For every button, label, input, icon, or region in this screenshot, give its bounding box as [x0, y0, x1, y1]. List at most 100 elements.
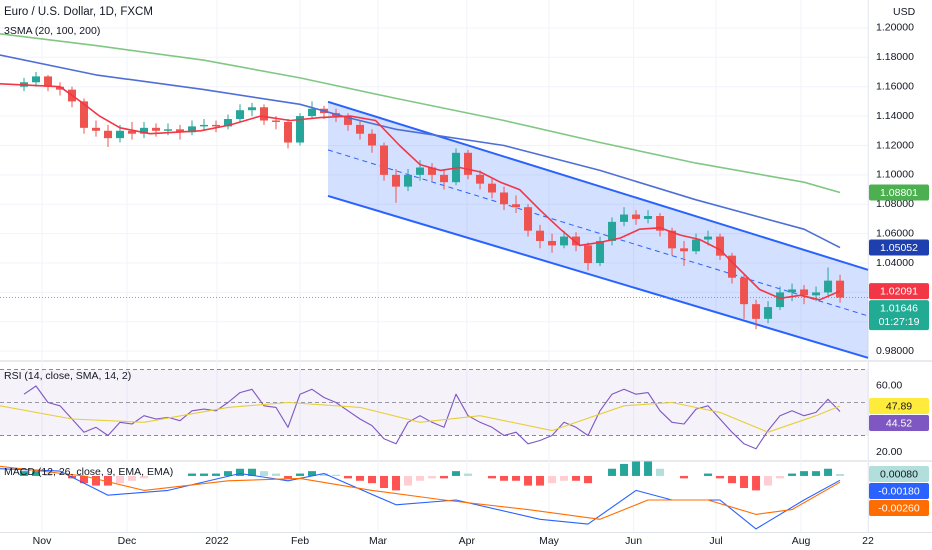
candle-body	[488, 183, 497, 193]
channel-lower	[327, 194, 869, 359]
candle-body	[236, 110, 245, 120]
histogram-bar	[44, 473, 53, 476]
channel-upper	[327, 100, 869, 271]
histogram-bar	[584, 475, 593, 484]
candle-body	[44, 76, 53, 87]
y-tick-label: 1.06000	[876, 227, 914, 239]
histogram-bar	[380, 475, 389, 488]
price-badge	[869, 184, 929, 201]
candle-body	[224, 119, 233, 127]
y-tick-label: 1.04000	[876, 257, 914, 269]
candle-body	[392, 174, 401, 187]
candle-body	[476, 174, 485, 184]
price-badge	[869, 283, 929, 300]
candle-body	[596, 240, 605, 264]
x-tick-label: Jun	[625, 535, 642, 547]
histogram-bar	[452, 471, 461, 476]
candle-body	[308, 108, 317, 117]
histogram-bar	[704, 473, 713, 476]
candle-body	[584, 245, 593, 264]
histogram-bar	[80, 475, 89, 484]
candle-body	[800, 289, 809, 296]
price-badge-label: -0.00180	[878, 485, 920, 497]
x-tick-label: Nov	[33, 535, 52, 547]
price-badge	[869, 466, 929, 483]
y-tick-label: 1.16000	[876, 80, 914, 92]
candle-body	[344, 116, 353, 125]
candle-body	[428, 167, 437, 175]
price-badge-label: 47.89	[886, 400, 912, 412]
price-badge	[869, 239, 929, 256]
indicator-line	[0, 465, 841, 520]
candle-body	[656, 216, 665, 231]
pane-title: Euro / U.S. Dollar, 1D, FXCM	[4, 6, 153, 18]
candle-body	[812, 292, 821, 296]
pane-title: RSI (14, close, SMA, 14, 2)	[4, 370, 131, 382]
histogram-bar	[776, 475, 785, 479]
histogram-bar	[212, 473, 221, 476]
histogram-bar	[512, 475, 521, 481]
price-badge	[869, 483, 929, 500]
histogram-bar	[524, 475, 533, 486]
candle-body	[728, 255, 737, 278]
histogram-bar	[788, 473, 797, 476]
candle-body	[764, 307, 773, 319]
histogram-bar	[716, 475, 725, 479]
candle-body	[836, 280, 845, 298]
histogram-bar	[620, 463, 629, 476]
histogram-bar	[500, 475, 509, 481]
histogram-bar	[140, 475, 149, 479]
histogram-bar	[200, 473, 209, 476]
price-badge	[869, 397, 929, 414]
countdown-label: 01:27:19	[879, 316, 920, 328]
histogram-bar	[572, 475, 581, 481]
histogram-bar	[548, 475, 557, 484]
indicator-line	[0, 468, 841, 530]
histogram-bar	[824, 468, 833, 476]
x-tick-label: Apr	[459, 535, 476, 547]
x-tick-label: 2022	[205, 535, 229, 547]
candle-body	[560, 236, 569, 246]
candle-body	[740, 277, 749, 305]
histogram-bar	[812, 471, 821, 476]
candle-body	[788, 289, 797, 293]
moving-average-line	[0, 54, 841, 249]
histogram-bar	[764, 475, 773, 486]
candle-body	[200, 124, 209, 127]
pane-title: MACD (12, 26, close, 9, EMA, EMA)	[4, 466, 173, 478]
candle-body	[404, 174, 413, 187]
candle-body	[632, 214, 641, 219]
indicator-line	[23, 385, 841, 450]
x-tick-label: May	[539, 535, 560, 547]
x-tick-label: Dec	[118, 535, 137, 547]
x-tick-label: Aug	[792, 535, 811, 547]
price-badge-label: 44.52	[886, 417, 912, 429]
candle-body	[644, 216, 653, 219]
candle-body	[440, 174, 449, 183]
histogram-bar	[644, 461, 653, 476]
histogram-bar	[332, 474, 341, 476]
histogram-bar	[404, 475, 413, 486]
moving-average-line	[0, 83, 841, 301]
histogram-bar	[728, 475, 737, 484]
histogram-bar	[392, 475, 401, 491]
histogram-bar	[236, 468, 245, 476]
price-badge-label: 1.08801	[880, 187, 918, 199]
y-tick-label: 60.00	[876, 380, 902, 392]
pane-subtitle: 3SMA (20, 100, 200)	[4, 25, 100, 37]
histogram-bar	[188, 473, 197, 476]
candle-body	[272, 120, 281, 122]
moving-average-line	[0, 33, 841, 194]
price-badge	[869, 300, 929, 331]
candle-body	[704, 236, 713, 240]
y-tick-label: 1.08000	[876, 198, 914, 210]
histogram-bar	[488, 475, 497, 479]
y-tick-label: 1.20000	[876, 22, 914, 34]
candle-body	[128, 130, 137, 134]
histogram-bar	[560, 475, 569, 481]
candle-body	[32, 76, 41, 83]
histogram-bar	[128, 475, 137, 481]
channel-fill	[328, 101, 868, 358]
candle-body	[104, 130, 113, 139]
